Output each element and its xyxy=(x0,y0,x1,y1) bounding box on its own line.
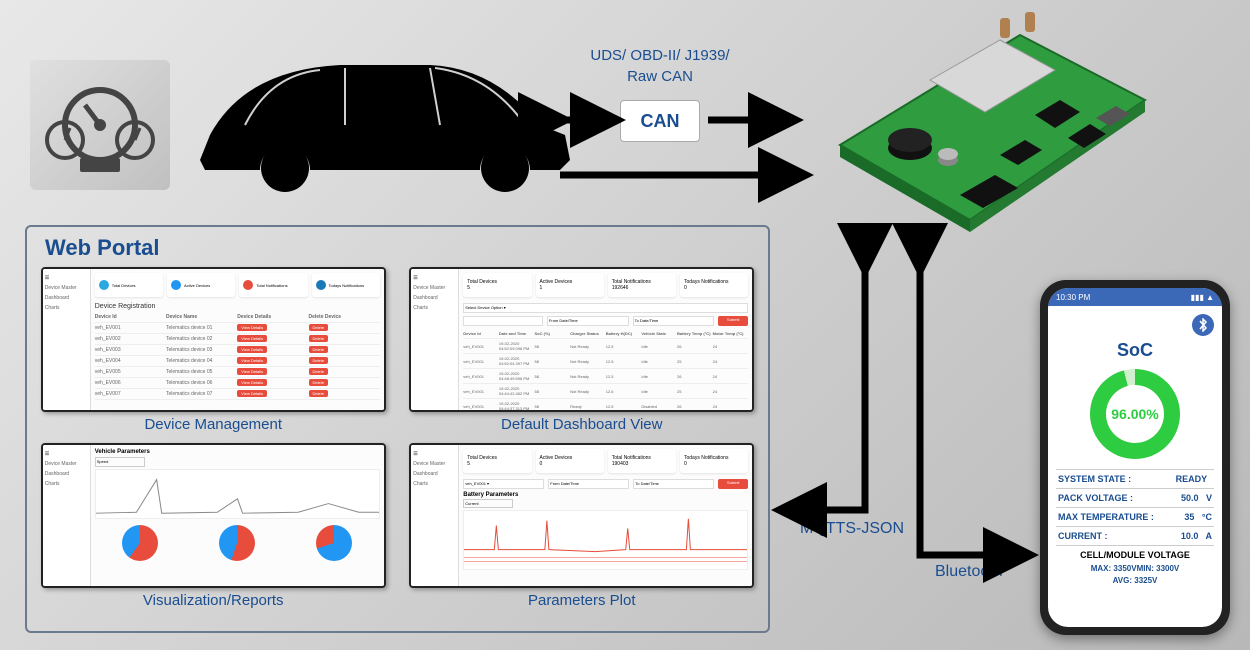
gauge-icon xyxy=(30,60,170,190)
phone-statusbar: 10:30 PM ▮▮▮ ▲ xyxy=(1048,288,1222,306)
web-portal-container: Web Portal ☰ Device Master Dashboard Cha… xyxy=(25,225,770,633)
can-line2: Raw CAN xyxy=(555,66,765,87)
caption-params: Parameters Plot xyxy=(528,592,636,609)
can-line1: UDS/ OBD-II/ J1939/ xyxy=(555,45,765,66)
phone-time: 10:30 PM xyxy=(1056,293,1090,302)
soc-title: SoC xyxy=(1117,340,1153,361)
cell-voltage-header: CELL/MODULE VOLTAGE xyxy=(1080,546,1190,564)
can-box: CAN xyxy=(620,100,700,142)
mqtt-label: MQTTS-JSON xyxy=(800,520,904,538)
panel-visualization: ☰ Device Master Dashboard Charts Vehicle… xyxy=(39,443,388,609)
phone-mockup: 10:30 PM ▮▮▮ ▲ SoC 96.00% SYSTEM STATE :… xyxy=(1040,280,1230,635)
panel-dashboard: ☰ Device Master Dashboard Charts Total D… xyxy=(408,267,757,433)
panel-parameters: ☰ Device Master Dashboard Charts Total D… xyxy=(408,443,757,609)
bluetooth-icon xyxy=(1192,314,1214,336)
can-protocols-label: UDS/ OBD-II/ J1939/ Raw CAN xyxy=(555,45,765,87)
car-silhouette xyxy=(180,40,580,200)
soc-value: 96.00% xyxy=(1111,406,1158,422)
bluetooth-label: Bluetooth xyxy=(935,563,1003,581)
caption-device-mgmt: Device Management xyxy=(144,416,282,433)
pcb-board xyxy=(800,10,1160,260)
can-text: CAN xyxy=(641,111,680,132)
caption-dashboard: Default Dashboard View xyxy=(501,416,662,433)
web-portal-title: Web Portal xyxy=(45,235,756,261)
panel-device-management: ☰ Device Master Dashboard Charts Total D… xyxy=(39,267,388,433)
soc-gauge: 96.00% xyxy=(1090,369,1180,459)
caption-viz: Visualization/Reports xyxy=(143,592,284,609)
